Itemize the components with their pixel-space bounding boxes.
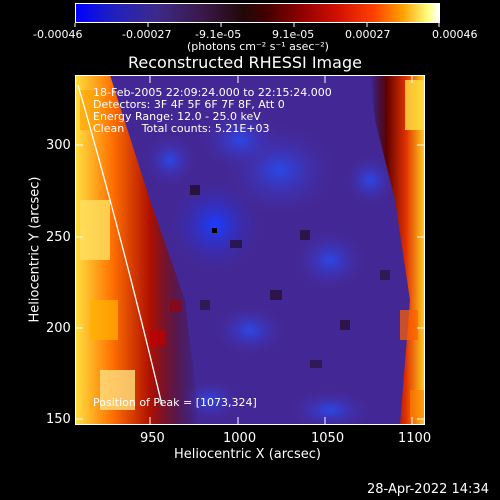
info-energy-range: Energy Range: 12.0 - 25.0 keV [93,110,261,123]
colorbar-tick-6: 0.00046 [432,28,478,41]
colorbar-tick-1: -0.00046 [33,28,83,41]
y-tick-label: 150 [46,412,71,427]
colorbar-tick-4: 9.1e-05 [272,28,315,41]
info-detectors: Detectors: 3F 4F 5F 6F 7F 8F, Att 0 [93,98,285,111]
y-tick-label: 300 [46,138,71,153]
colorbar-tick-2: -0.00027 [122,28,172,41]
info-clean-counts: Clean Total counts: 5.21E+03 [93,122,270,135]
colorbar [75,3,440,23]
peak-position-label: Position of Peak = [1073,324] [93,396,257,409]
x-tick-label: 1050 [311,431,345,446]
x-tick-label: 950 [140,431,165,446]
timestamp: 28-Apr-2022 14:34 [367,482,489,497]
colorbar-tick-3: -9.1e-05 [195,28,242,41]
y-axis-label: Heliocentric Y (arcsec) [27,176,43,323]
x-axis-label: Heliocentric X (arcsec) [174,447,321,462]
y-tick-label: 250 [46,230,71,245]
x-tick-label: 1000 [223,431,257,446]
colorbar-units: (photons cm⁻² s⁻¹ asec⁻²) [187,40,329,53]
x-tick-label: 1100 [398,431,432,446]
y-tick-label: 200 [46,321,71,336]
image-title: Reconstructed RHESSI Image [128,53,362,72]
colorbar-tick-5: 0.00027 [345,28,391,41]
info-time-range: 18-Feb-2005 22:09:24.000 to 22:15:24.000 [93,86,332,99]
